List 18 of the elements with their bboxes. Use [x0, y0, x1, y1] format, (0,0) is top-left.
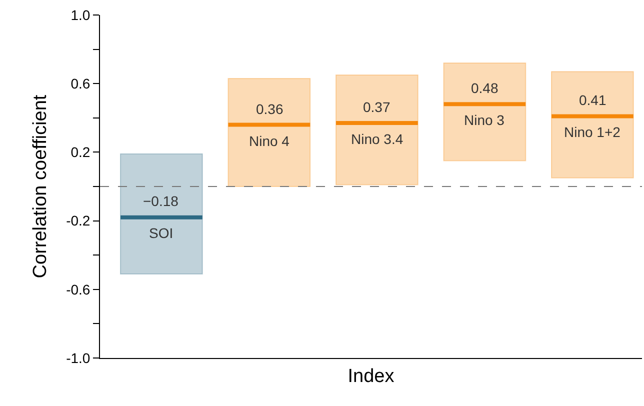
y-axis-title: Correlation coefficient [30, 94, 51, 278]
x-axis-title: Index [348, 366, 395, 387]
x-tick-label: SOI [149, 225, 174, 241]
text: 0.48 [471, 80, 498, 96]
y-tick-label: 1.0 [70, 6, 90, 23]
y-tick-label: 0.6 [70, 76, 90, 92]
text: 0.36 [256, 101, 284, 117]
text: 0.37 [363, 99, 390, 115]
text: −0.18 [143, 193, 178, 209]
x-tick-label: Nino 3 [464, 112, 505, 128]
x-tick-label: Nino 1+2 [564, 124, 621, 140]
x-tick-label: Nino 3.4 [351, 131, 404, 147]
y-tick-label: -1.0 [66, 350, 90, 366]
y-tick-label: 0.2 [70, 144, 90, 160]
text: 0.41 [579, 92, 606, 108]
x-tick-label: Nino 4 [249, 133, 290, 149]
y-tick-label: -0.6 [66, 281, 90, 298]
y-tick-label: -0.2 [66, 212, 90, 229]
